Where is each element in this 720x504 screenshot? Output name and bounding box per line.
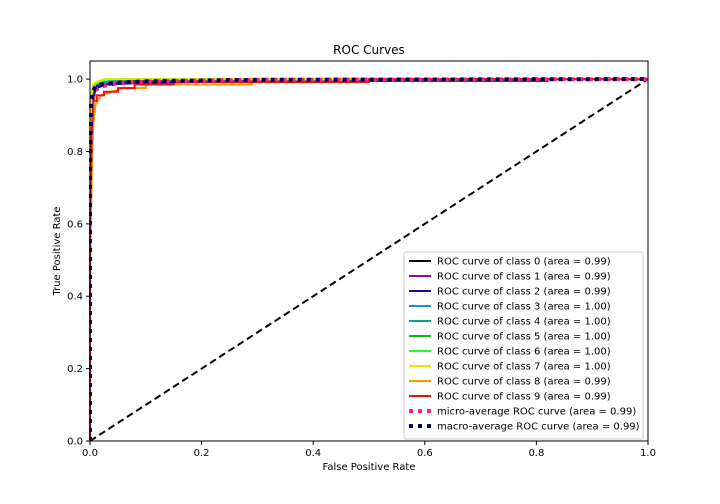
x-axis-label: False Positive Rate xyxy=(323,462,416,473)
legend-label-4: ROC curve of class 4 (area = 1.00) xyxy=(437,317,611,328)
legend-label-11: macro-average ROC curve (area = 0.99) xyxy=(437,422,640,433)
legend-label-5: ROC curve of class 5 (area = 1.00) xyxy=(437,332,611,343)
legend-label-8: ROC curve of class 8 (area = 0.99) xyxy=(437,377,611,388)
x-tick-label: 0.6 xyxy=(417,448,433,459)
y-tick-label: 0.2 xyxy=(67,364,83,375)
legend-label-10: micro-average ROC curve (area = 0.99) xyxy=(437,407,636,418)
legend-label-9: ROC curve of class 9 (area = 0.99) xyxy=(437,392,611,403)
x-tick-label: 1.0 xyxy=(640,448,656,459)
y-tick-label: 1.0 xyxy=(67,75,83,86)
legend-label-7: ROC curve of class 7 (area = 1.00) xyxy=(437,362,611,373)
y-tick-label: 0.8 xyxy=(67,147,83,158)
legend-label-2: ROC curve of class 2 (area = 0.99) xyxy=(437,287,611,298)
chart-title: ROC Curves xyxy=(333,43,405,57)
plot-area xyxy=(89,60,649,442)
x-tick-label: 0.4 xyxy=(305,448,321,459)
legend: ROC curve of class 0 (area = 0.99) ROC cu… xyxy=(403,251,644,440)
x-tick-label: 0.8 xyxy=(528,448,544,459)
y-tick-label: 0.4 xyxy=(67,292,83,303)
y-tick-label: 0.0 xyxy=(67,437,83,448)
legend-label-3: ROC curve of class 3 (area = 1.00) xyxy=(437,302,611,313)
legend-box xyxy=(403,251,644,440)
y-axis-label: True Positive Rate xyxy=(52,206,63,296)
legend-label-0: ROC curve of class 0 (area = 0.99) xyxy=(437,257,611,268)
plot-frame xyxy=(89,60,649,442)
y-axis-ticks: 0.0 0.2 0.4 0.6 0.8 1.0 xyxy=(67,75,90,448)
x-tick-label: 0.0 xyxy=(82,448,98,459)
roc-series-line-11 xyxy=(89,77,649,441)
legend-label-6: ROC curve of class 6 (area = 1.00) xyxy=(437,347,611,358)
x-axis-ticks: 0.0 0.2 0.4 0.6 0.8 1.0 xyxy=(82,441,656,459)
y-tick-label: 0.6 xyxy=(67,219,83,230)
reference-diagonal-line xyxy=(89,78,649,442)
roc-series-line-9 xyxy=(89,78,648,441)
legend-label-1: ROC curve of class 1 (area = 0.99) xyxy=(437,272,611,283)
x-tick-label: 0.2 xyxy=(194,448,210,459)
